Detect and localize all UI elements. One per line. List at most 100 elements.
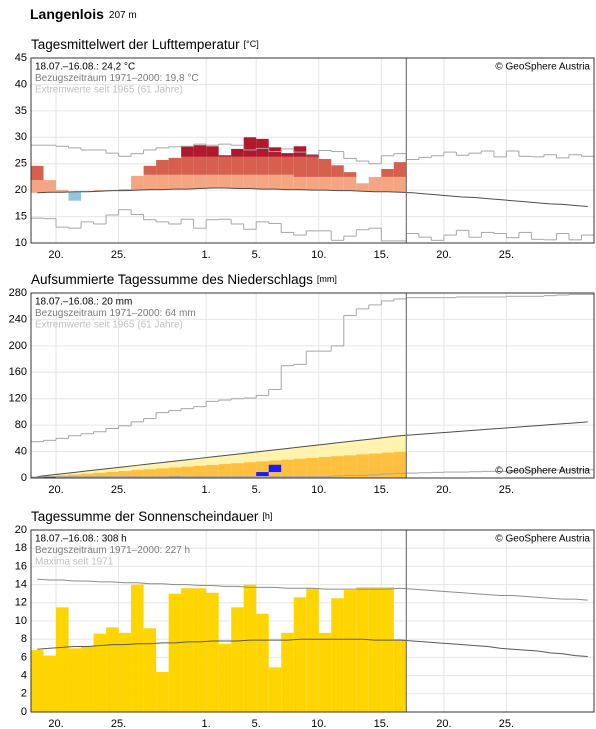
x-tick-label: 20. [436, 718, 451, 729]
bar [281, 459, 294, 478]
y-tick-label: 20 [15, 184, 27, 196]
x-tick-label: 25. [111, 718, 126, 729]
bar [118, 632, 132, 712]
anomaly-bar [43, 180, 57, 193]
chart-unit: [h] [262, 511, 272, 521]
anomaly-bar [306, 154, 319, 157]
bar [193, 588, 207, 712]
anomaly-bar [268, 156, 282, 175]
bar [81, 646, 94, 712]
anomaly-bar [218, 156, 232, 175]
anomaly-bar [281, 156, 294, 175]
note: 18.07.–16.08.: 24,2 °C [35, 62, 135, 73]
chart-title: Tagesmittelwert der Lufttemperatur [°C] [31, 37, 259, 52]
x-tick-label: 5. [252, 484, 261, 496]
x-tick-label: 20. [48, 484, 63, 496]
x-tick-label: 10. [311, 249, 326, 261]
y-tick-label: 4 [21, 670, 27, 682]
bar [393, 639, 407, 712]
bar [131, 470, 144, 478]
bar [93, 472, 107, 478]
credit: © GeoSphere Austria [495, 466, 590, 477]
bar [168, 467, 182, 478]
anomaly-bar [343, 176, 357, 191]
y-tick-label: 18 [15, 542, 27, 554]
plot-border [30, 292, 595, 479]
bar [56, 607, 69, 712]
anomaly-bar [31, 165, 44, 181]
x-tick-label: 15. [374, 484, 389, 496]
x-tick-label: 20. [48, 718, 63, 729]
increment-bar [268, 464, 282, 473]
line [37, 578, 588, 601]
note: Extremwerte seit 1965 (61 Jahre) [35, 85, 183, 96]
anomaly-bar [256, 156, 269, 175]
bar [43, 655, 57, 712]
increment-bar [256, 472, 269, 477]
note: Extremwerte seit 1965 (61 Jahre) [35, 320, 183, 331]
anomaly-bar [193, 174, 207, 189]
chart-unit: [°C] [244, 39, 259, 49]
anomaly-bar [31, 180, 44, 193]
bar [318, 457, 332, 478]
anomaly-bar [368, 176, 382, 192]
bar [106, 627, 119, 712]
x-tick-label: 1. [202, 484, 211, 496]
anomaly-bar [68, 191, 82, 201]
anomaly-bar [356, 183, 369, 192]
y-tick-label: 10 [15, 237, 27, 249]
credit: © GeoSphere Austria [495, 534, 590, 545]
bar [93, 633, 107, 712]
anomaly-bar [268, 147, 282, 157]
bar [306, 457, 319, 478]
bar [393, 451, 407, 478]
bar [168, 593, 182, 712]
anomaly-bar [231, 174, 244, 189]
x-tick-label: 10. [311, 484, 326, 496]
x-tick-label: 20. [48, 249, 63, 261]
anomaly-bar [318, 158, 332, 177]
anomaly-bar [181, 146, 194, 157]
bar [293, 597, 307, 712]
anomaly-bar [181, 174, 194, 190]
bar [243, 584, 257, 712]
y-tick-label: 35 [15, 105, 27, 117]
x-tick-label: 5. [252, 249, 261, 261]
anomaly-bar [218, 155, 232, 157]
bar [256, 613, 269, 712]
x-tick-label: 1. [202, 718, 211, 729]
anomaly-bar [231, 156, 244, 175]
chart: Tagesmittelwert der Lufttemperatur [°C] 10… [15, 37, 595, 261]
bar [331, 598, 344, 712]
chart-title-text: Tagessumme der Sonnenscheindauer [31, 509, 259, 524]
line [37, 638, 588, 657]
anomaly-bar [256, 174, 269, 190]
note: Bezugszeitraum 1971–2000: 19,8 °C [35, 73, 199, 84]
bar [181, 466, 194, 478]
station-name: Langenlois [30, 6, 104, 22]
note: Bezugszeitraum 1971–2000: 227 h [35, 545, 190, 556]
y-tick-label: 40 [15, 445, 27, 457]
chart-unit: [mm] [317, 274, 337, 284]
bar [343, 590, 357, 712]
y-tick-label: 8 [21, 633, 27, 645]
plot-border [30, 529, 595, 713]
anomaly-bar [143, 174, 157, 190]
x-tick-label: 15. [374, 718, 389, 729]
y-tick-label: 15 [15, 210, 27, 222]
bar [281, 632, 294, 712]
y-tick-label: 14 [15, 579, 27, 591]
bar [68, 648, 82, 712]
anomaly-bar [331, 165, 344, 177]
y-tick-label: 40 [15, 78, 27, 90]
chart: Aufsummierte Tagessumme des Niederschlag… [9, 272, 595, 496]
bar [218, 643, 232, 712]
chart: Tagessumme der Sonnenscheindauer [h] 0 2 4 6 8… [15, 509, 595, 729]
bar [356, 587, 369, 712]
anomaly-bar [231, 148, 244, 157]
bar [143, 469, 157, 478]
anomaly-bar [381, 176, 394, 192]
anomaly-bar [306, 176, 319, 191]
anomaly-bar [206, 156, 219, 175]
